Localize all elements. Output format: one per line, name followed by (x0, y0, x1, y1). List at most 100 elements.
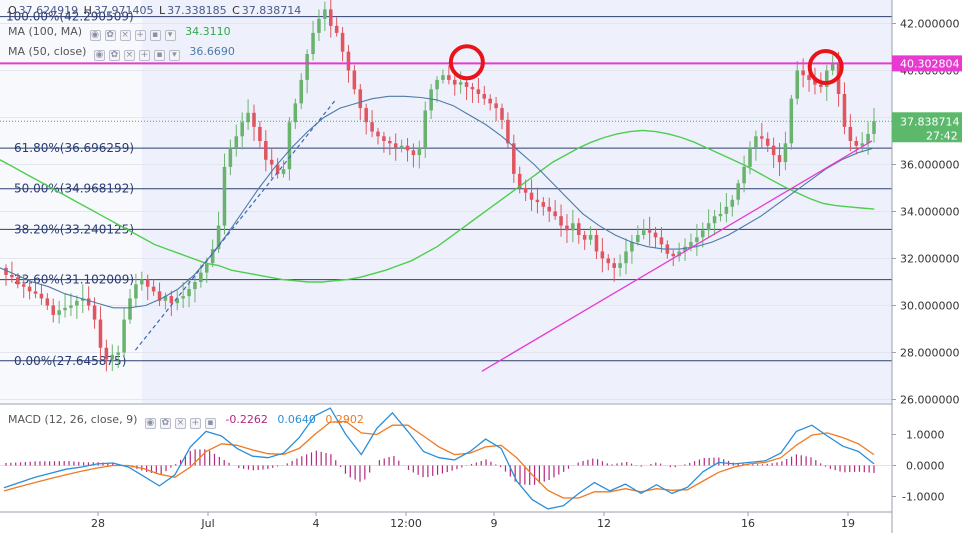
chevron-down-icon[interactable]: ▾ (168, 50, 180, 61)
close-value: 37.838714 (241, 4, 302, 17)
candle-body (169, 296, 174, 304)
candle-body (813, 79, 817, 85)
candle-body (275, 164, 280, 174)
candle-body (512, 143, 516, 174)
candle-body (671, 253, 676, 257)
candle-body (677, 251, 681, 257)
time-tick-label: 12 (597, 517, 611, 530)
candle-body (39, 293, 44, 299)
candle-body (193, 281, 197, 290)
macd-hist-value: -0.2262 (225, 413, 268, 426)
candle-body (382, 136, 386, 141)
close-icon[interactable]: × (119, 30, 131, 41)
candle-body (630, 242, 634, 252)
price-tick-label: 28.000000 (900, 346, 960, 359)
candle-body (51, 305, 56, 315)
more-icon[interactable]: ▪ (153, 50, 165, 61)
close-icon[interactable]: × (174, 418, 186, 429)
candle-body (222, 166, 227, 226)
candle-body (199, 272, 203, 282)
candle-body (830, 63, 835, 71)
macd-tick-label: 1.0000 (906, 428, 945, 441)
more-icon[interactable]: ▪ (149, 30, 161, 41)
candle-body (582, 234, 587, 240)
candle-body (423, 110, 428, 149)
last-price-tag (892, 112, 962, 143)
eye-icon[interactable]: ◉ (144, 418, 156, 429)
candle-body (234, 136, 239, 149)
candle-body (328, 9, 333, 26)
candle-body (10, 274, 14, 278)
candle-body (405, 145, 410, 151)
ma50-legend[interactable]: MA (50, close) ◉ ✿ × + ▪ ▾ 36.6690 (8, 45, 237, 61)
price-tick-label: 32.000000 (900, 252, 960, 265)
candle-body (659, 237, 664, 245)
candle-body (494, 103, 498, 109)
candle-body (334, 25, 339, 33)
price-tick-label: 42.000000 (900, 17, 960, 30)
close-icon[interactable]: × (123, 50, 135, 61)
candle-body (636, 234, 640, 243)
candle-body (228, 148, 233, 167)
candle-body (388, 140, 392, 144)
candle-body (842, 93, 847, 127)
candle-body (86, 298, 91, 306)
candle-body (216, 225, 221, 250)
candle-body (252, 112, 256, 127)
candle-body (399, 145, 404, 149)
candle-body (33, 291, 38, 294)
eye-icon[interactable]: ◉ (89, 30, 101, 41)
candle-body (441, 75, 445, 80)
candle-body (529, 192, 534, 200)
candle-body (45, 298, 50, 306)
chevron-down-icon[interactable]: ▾ (164, 30, 176, 41)
eye-icon[interactable]: ◉ (93, 50, 105, 61)
ohlc-legend: O 37.624919 H 37.971405 L 37.338185 C 37.838… (8, 4, 303, 17)
candle-body (21, 284, 26, 287)
highlight-circle (448, 44, 485, 81)
gear-icon[interactable]: ✿ (104, 30, 116, 41)
time-tick-label: Jul (200, 517, 214, 530)
ma100-value: 34.3110 (185, 25, 231, 38)
candle-body (370, 122, 374, 132)
candle-body (588, 234, 593, 240)
ma100-legend[interactable]: MA (100, MA) ◉ ✿ × + ▪ ▾ 34.3110 (8, 25, 233, 41)
candle-body (458, 82, 463, 85)
macd-legend[interactable]: MACD (12, 26, close, 9) ◉ ✿ × + ▪ -0.2262 0.… (8, 413, 366, 429)
high-value: 37.971405 (93, 4, 154, 17)
candle-body (240, 122, 244, 137)
plus-icon[interactable]: + (134, 30, 146, 41)
macd-signal-line (3, 420, 875, 499)
candle-body (506, 119, 510, 144)
time-tick-label: 9 (491, 517, 498, 530)
candle-body (872, 121, 876, 134)
candle-body (293, 103, 298, 123)
time-tick-label: 12:00 (390, 517, 422, 530)
plus-icon[interactable]: + (138, 50, 150, 61)
candle-body (860, 143, 864, 146)
candle-body (600, 251, 605, 259)
candle-body (565, 225, 569, 231)
candle-body (323, 9, 327, 19)
candle-body (689, 242, 693, 247)
plus-icon[interactable]: + (189, 418, 201, 429)
more-icon[interactable]: ▪ (204, 418, 216, 429)
gear-icon[interactable]: ✿ (159, 418, 171, 429)
candle-body (269, 159, 274, 165)
candle-body (429, 89, 433, 111)
candle-body (63, 307, 67, 311)
macd-line-value: 0.0640 (277, 413, 316, 426)
candle-body (476, 89, 481, 94)
candle-body (181, 296, 185, 299)
candle-body (464, 82, 469, 87)
candle-body (730, 199, 735, 207)
candle-body (824, 70, 829, 87)
candle-body (500, 108, 504, 120)
candle-body (16, 277, 20, 285)
gear-icon[interactable]: ✿ (108, 50, 120, 61)
macd-label: MACD (12, 26, close, 9) (8, 413, 138, 426)
candle-body (594, 234, 599, 252)
close-label: C (232, 4, 240, 17)
